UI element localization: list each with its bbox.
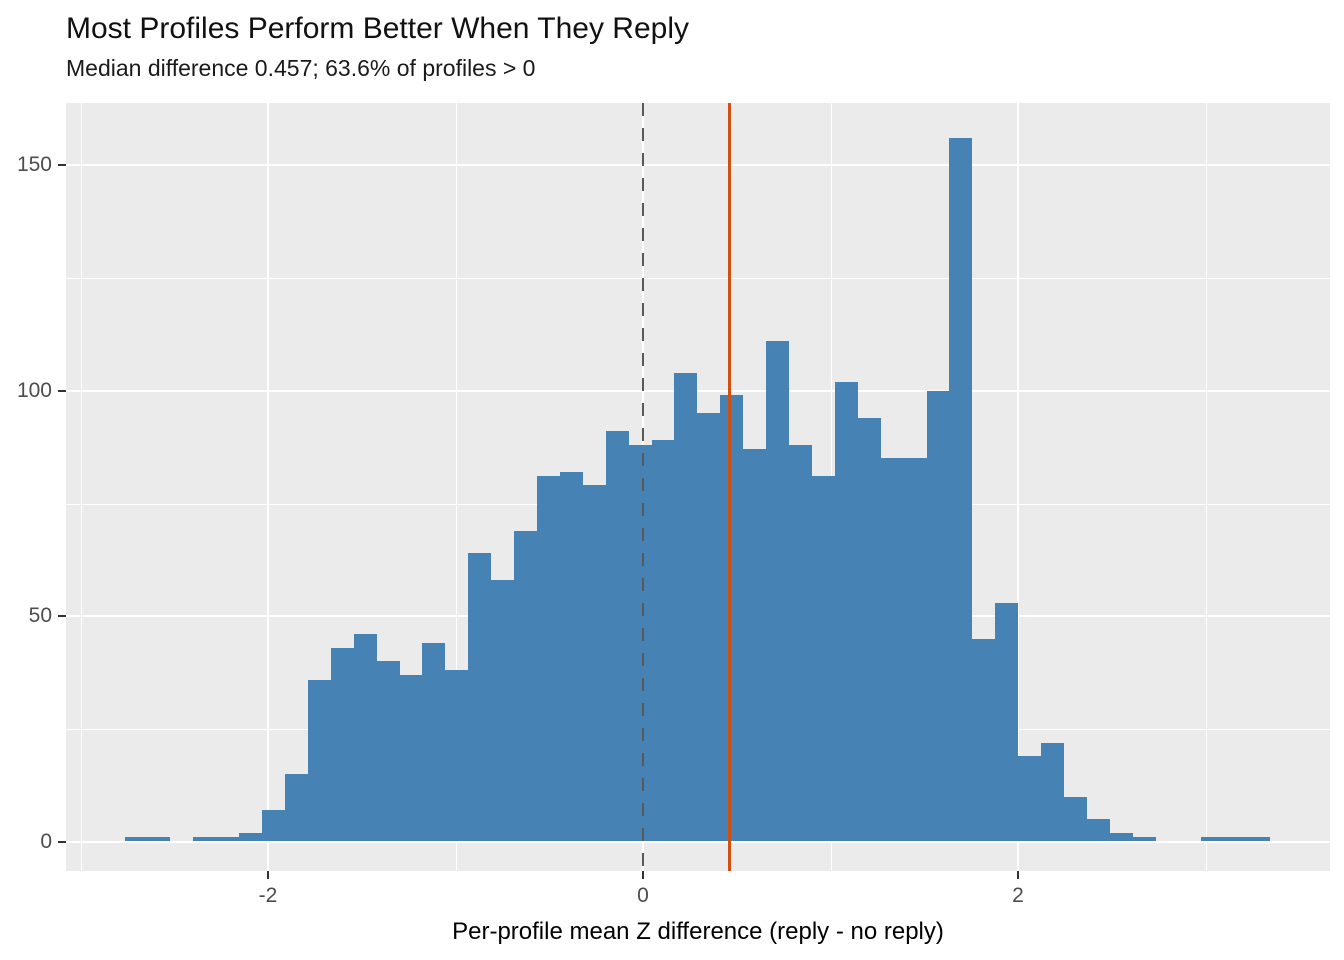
histogram-bar bbox=[881, 458, 904, 841]
histogram-bar bbox=[445, 670, 468, 841]
histogram-bar bbox=[147, 837, 170, 841]
y-tick-label: 0 bbox=[40, 830, 52, 853]
histogram-bar bbox=[377, 661, 400, 841]
x-axis-tick bbox=[642, 871, 644, 879]
gridline-major-y bbox=[66, 164, 1330, 166]
gridline-major-x bbox=[1017, 103, 1019, 871]
histogram-bar bbox=[216, 837, 239, 841]
histogram-bar bbox=[1087, 819, 1110, 841]
histogram-bar bbox=[972, 638, 995, 841]
histogram-bar bbox=[331, 647, 354, 841]
histogram-bar bbox=[422, 643, 445, 841]
gridline-minor-y bbox=[66, 277, 1330, 279]
median-line bbox=[727, 103, 731, 871]
histogram-bar bbox=[927, 390, 949, 841]
histogram-bar bbox=[193, 837, 216, 841]
histogram-bar bbox=[354, 634, 377, 841]
gridline-minor-x bbox=[455, 103, 457, 871]
y-tick-label: 50 bbox=[28, 604, 52, 628]
histogram-bar bbox=[789, 444, 812, 841]
plot-panel bbox=[66, 103, 1330, 871]
histogram-bar bbox=[904, 458, 927, 841]
chart-subtitle: Median difference 0.457; 63.6% of profil… bbox=[66, 55, 536, 81]
gridline-major-y bbox=[66, 389, 1330, 392]
zero-reference-line bbox=[642, 103, 644, 871]
histogram-bar bbox=[1224, 837, 1247, 841]
histogram-bar bbox=[583, 485, 606, 841]
y-tick-label: 150 bbox=[16, 153, 52, 176]
x-tick-label: -2 bbox=[258, 884, 278, 907]
y-tick-label: 100 bbox=[16, 378, 52, 402]
histogram-bar bbox=[468, 553, 491, 841]
x-tick-label: 2 bbox=[1012, 884, 1024, 907]
histogram-bar bbox=[1247, 837, 1270, 841]
histogram-bar bbox=[629, 444, 652, 841]
x-tick-label: 0 bbox=[637, 884, 649, 907]
x-axis-title: Per-profile mean Z difference (reply - n… bbox=[452, 918, 944, 945]
histogram-bar bbox=[239, 832, 262, 841]
gridline-major-y bbox=[66, 841, 1330, 843]
gridline-major-x bbox=[267, 103, 269, 871]
gridline-minor-x bbox=[80, 103, 82, 871]
histogram-bar bbox=[858, 417, 881, 841]
chart-title: Most Profiles Perform Better When They R… bbox=[66, 12, 689, 45]
histogram-bar bbox=[606, 431, 629, 841]
x-axis-tick bbox=[267, 871, 269, 879]
histogram-bar bbox=[652, 440, 674, 841]
histogram-bar bbox=[812, 476, 835, 841]
y-axis-tick bbox=[58, 164, 66, 166]
histogram-bar bbox=[697, 413, 720, 841]
histogram-bar bbox=[1018, 756, 1041, 841]
histogram-bar bbox=[560, 471, 583, 841]
histogram-bar bbox=[1110, 832, 1133, 841]
histogram-bar bbox=[674, 372, 697, 841]
gridline-minor-x bbox=[1205, 103, 1207, 871]
histogram-bar bbox=[400, 675, 422, 841]
histogram-bar bbox=[835, 381, 858, 841]
histogram-bar bbox=[285, 774, 308, 841]
histogram-bar bbox=[125, 837, 147, 841]
histogram-bar bbox=[1064, 796, 1087, 841]
y-axis-tick bbox=[58, 841, 66, 843]
histogram-bar bbox=[720, 395, 743, 841]
histogram-bar bbox=[262, 810, 285, 841]
histogram-bar bbox=[1201, 837, 1224, 841]
histogram-bar bbox=[514, 530, 537, 841]
histogram-bar bbox=[766, 341, 789, 841]
histogram-bar bbox=[537, 476, 560, 841]
histogram-bar bbox=[1133, 837, 1156, 841]
y-axis-tick bbox=[58, 615, 66, 618]
histogram-bar bbox=[995, 602, 1018, 841]
x-axis-tick bbox=[1017, 871, 1019, 879]
histogram-bar bbox=[1041, 742, 1064, 841]
histogram-bar bbox=[491, 580, 514, 841]
y-axis-tick bbox=[58, 389, 66, 392]
histogram-bar bbox=[949, 137, 972, 841]
histogram-bar bbox=[743, 449, 766, 841]
histogram-bar bbox=[308, 679, 331, 841]
